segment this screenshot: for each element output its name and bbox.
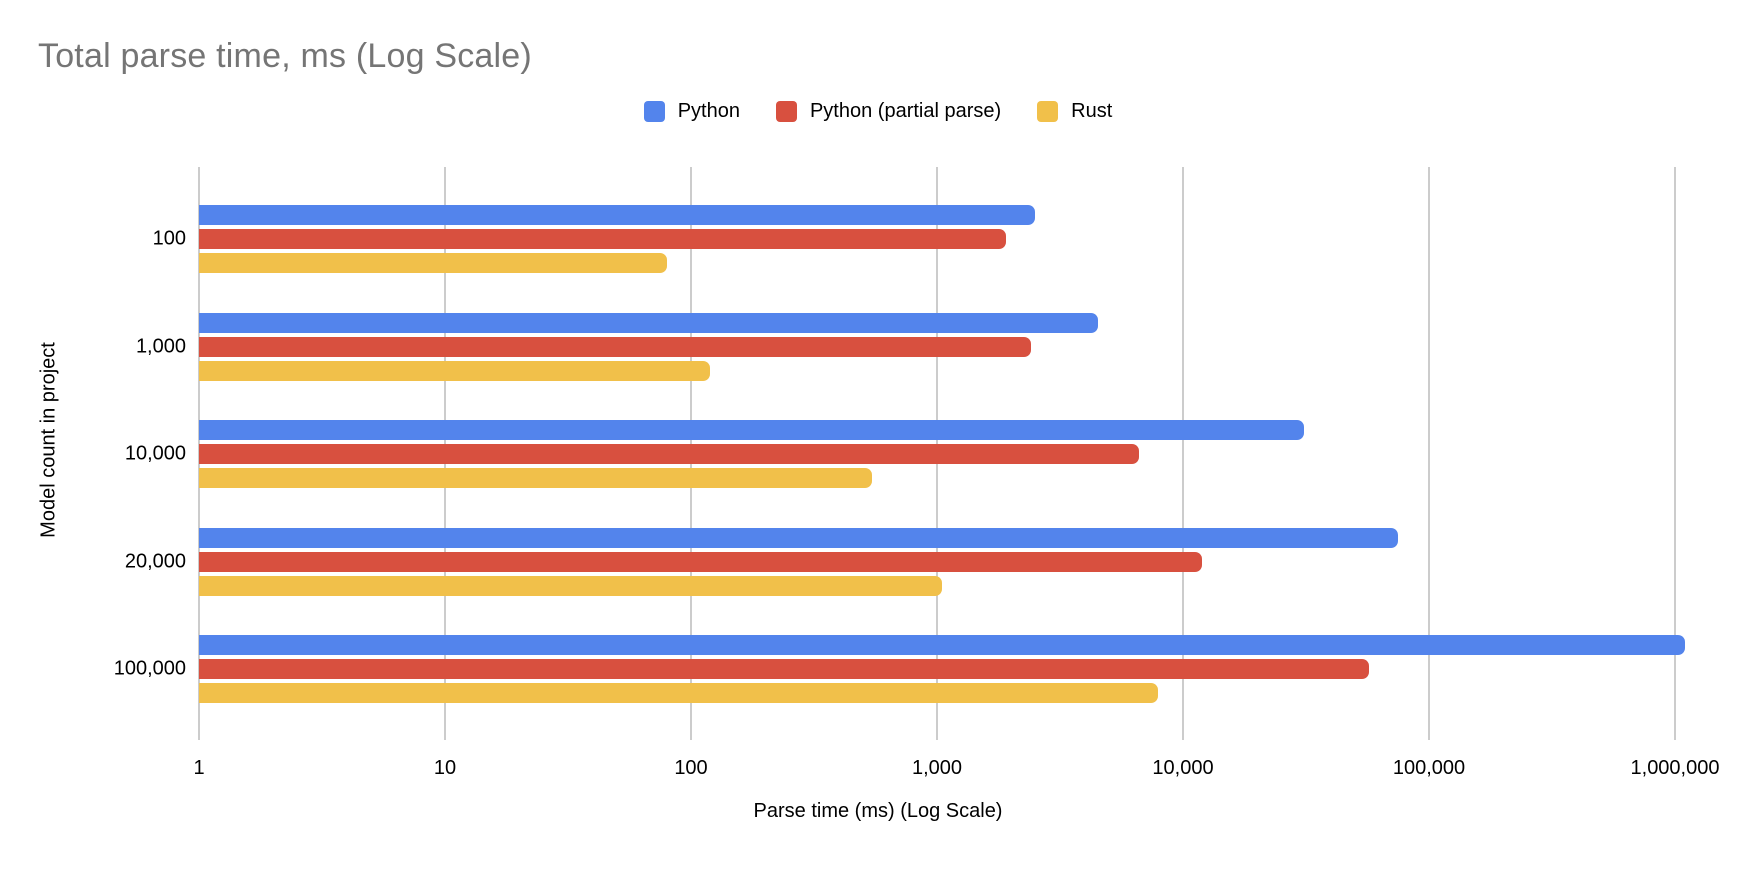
x-tick-label: 1,000,000 — [1630, 757, 1720, 779]
bar-python-10-000 — [199, 420, 1304, 440]
bar-rust-20-000 — [199, 575, 943, 596]
y-category-label: 100,000 — [113, 657, 186, 680]
gridline — [1428, 167, 1430, 740]
bar-python-partial-parse-1-000 — [199, 336, 1031, 357]
legend-item: Python — [643, 100, 740, 123]
x-axis-title: Parse time (ms) (Log Scale) — [753, 800, 1003, 822]
x-tick-label: 10,000 — [1152, 757, 1214, 779]
bar-rust-100 — [199, 253, 668, 273]
legend-swatch-python — [643, 101, 665, 122]
y-axis-title: Model count in project — [37, 342, 60, 538]
bar-python-partial-parse-20-000 — [199, 551, 1203, 572]
bar-python-partial-parse-100 — [199, 229, 1006, 249]
x-tick-label: 1,000 — [911, 757, 963, 779]
legend-label: Python — [677, 100, 740, 122]
bar-python-100 — [199, 205, 1035, 225]
y-category-label: 10,000 — [124, 442, 186, 465]
legend: Python Python (partial parse) Rust — [0, 100, 1756, 123]
y-category-label: 1,000 — [135, 335, 186, 357]
bar-rust-100-000 — [199, 683, 1158, 703]
bar-python-partial-parse-100-000 — [199, 659, 1369, 679]
x-tick-label: 100,000 — [1392, 757, 1466, 779]
gridline — [1674, 167, 1676, 740]
legend-item: Python (partial parse) — [775, 100, 1002, 123]
chart-title: Total parse time, ms (Log Scale) — [38, 37, 532, 75]
legend-item: Rust — [1037, 100, 1112, 123]
gridline — [1182, 167, 1184, 740]
x-tick-label: 100 — [674, 757, 708, 779]
bar-python-100-000 — [199, 635, 1686, 655]
bar-python-partial-parse-10-000 — [199, 444, 1139, 464]
x-tick-label: 1 — [193, 757, 205, 779]
legend-swatch-python-partial-parse — [775, 101, 797, 122]
bar-rust-1-000 — [199, 360, 711, 381]
bar-python-20-000 — [199, 527, 1399, 548]
y-category-label: 20,000 — [124, 550, 186, 572]
y-category-label: 100 — [152, 227, 186, 250]
legend-label: Rust — [1071, 100, 1113, 122]
legend-label: Python (partial parse) — [809, 100, 1002, 122]
legend-swatch-rust — [1037, 101, 1059, 122]
bar-python-1-000 — [199, 312, 1098, 333]
bar-rust-10-000 — [199, 468, 873, 488]
x-tick-label: 10 — [433, 757, 457, 779]
